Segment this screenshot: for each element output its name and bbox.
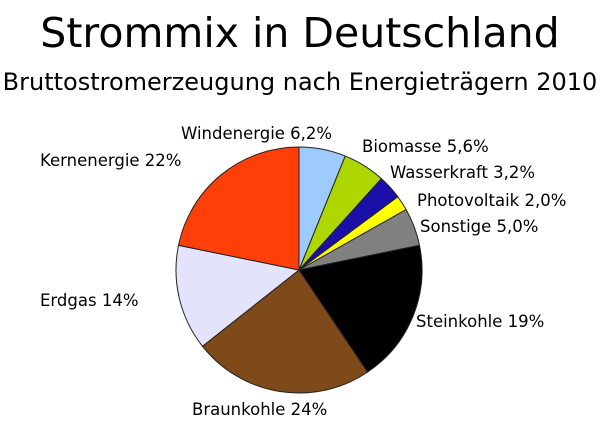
pie-slice-steinkohle — [298, 244, 423, 373]
slice-label-steinkohle: Steinkohle 19% — [416, 312, 544, 331]
pie-slice-erdgas — [175, 244, 301, 347]
slice-label-sonstige: Sonstige 5,0% — [420, 217, 538, 236]
slice-label-biomasse: Biomasse 5,6% — [362, 137, 489, 156]
slice-label-kernenergie: Kernenergie 22% — [40, 151, 181, 170]
pie-slice-braunkohle — [201, 269, 369, 394]
slice-label-erdgas: Erdgas 14% — [40, 291, 139, 310]
chart-title: Strommix in Deutschland — [40, 9, 559, 57]
slice-label-windenergie: Windenergie 6,2% — [181, 124, 332, 143]
slice-label-wasserkraft: Wasserkraft 3,2% — [390, 163, 535, 182]
chart-subtitle: Bruttostromerzeugung nach Energieträgern… — [3, 68, 598, 96]
slice-label-braunkohle: Braunkohle 24% — [192, 400, 327, 419]
slice-labels: Windenergie 6,2% Biomasse 5,6% Wasserkraft… — [40, 124, 566, 419]
pie-slice-kernenergie — [177, 146, 300, 271]
slice-label-photovoltaik: Photovoltaik 2,0% — [417, 191, 566, 210]
pie-slices — [175, 146, 423, 394]
